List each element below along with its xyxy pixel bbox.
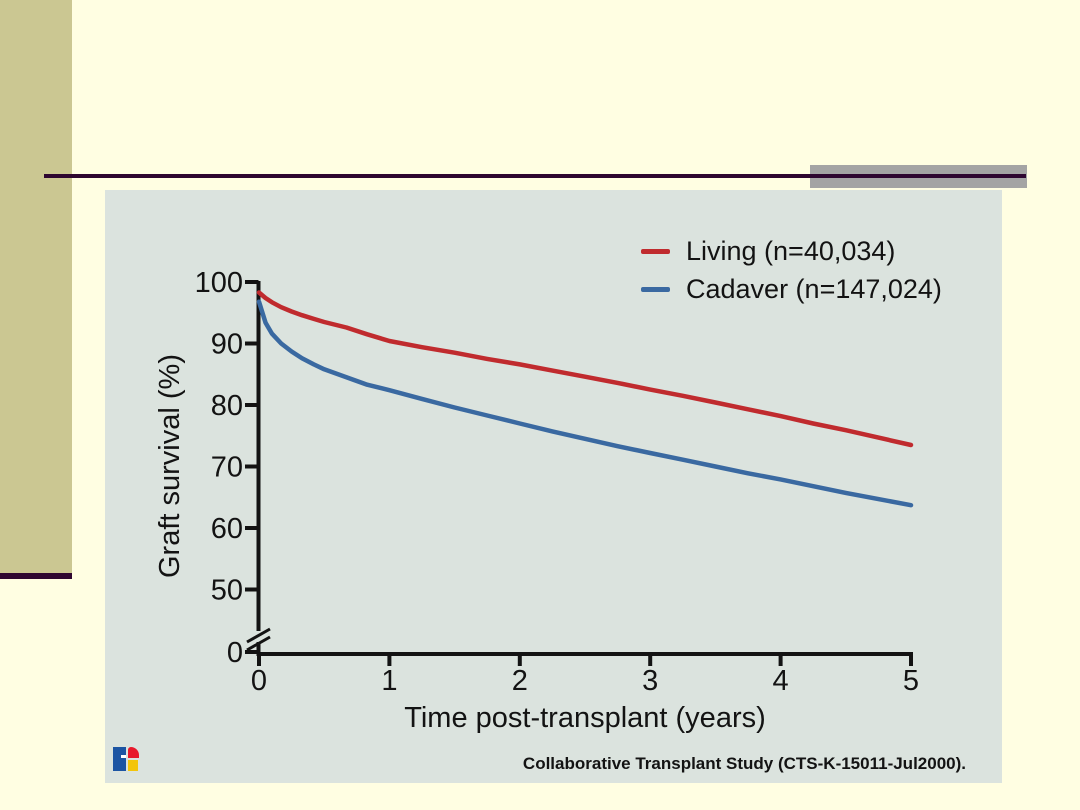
x-tick-label: 0 [251, 665, 267, 697]
y-tick-label: 50 [211, 575, 243, 607]
chart-legend: Living (n=40,034) Cadaver (n=147,024) [641, 234, 942, 306]
publisher-logo-icon [113, 747, 140, 771]
x-tick-label: 5 [903, 665, 919, 697]
y-tick-label: 90 [211, 329, 243, 361]
chart-svg: 0 1 2 3 4 5 100 90 80 70 60 50 0 [195, 267, 919, 697]
cadaver-line-swatch-icon [641, 286, 670, 292]
x-tick-label: 2 [512, 665, 528, 697]
living-line-swatch-icon [641, 248, 670, 254]
logo-blue-block [113, 747, 126, 771]
y-tick-label: 0 [227, 637, 243, 669]
legend-label-cadaver: Cadaver (n=147,024) [686, 273, 942, 304]
y-tick-label: 60 [211, 513, 243, 545]
y-tick-label: 100 [195, 267, 243, 299]
axis-tick-labels: 0 1 2 3 4 5 100 90 80 70 60 50 0 [195, 267, 919, 697]
slide-sidebar-band [0, 0, 72, 573]
legend-item-living: Living (n=40,034) [641, 234, 942, 268]
y-tick-label: 70 [211, 452, 243, 484]
x-tick-label: 3 [642, 665, 658, 697]
logo-red-block [128, 747, 139, 758]
source-attribution: Collaborative Transplant Study (CTS-K-15… [522, 754, 966, 773]
logo-white-notch [121, 755, 126, 758]
legend-item-cadaver: Cadaver (n=147,024) [641, 272, 942, 306]
y-axis-break-icon [246, 627, 271, 652]
slide-horizontal-rule [44, 174, 1026, 178]
y-tick-label: 80 [211, 390, 243, 422]
chart-panel: Living (n=40,034) Cadaver (n=147,024) Gr… [105, 190, 1002, 783]
slide-sidebar-bottom-bar [0, 573, 72, 579]
logo-yellow-block [128, 760, 138, 771]
curve-cadaver [256, 299, 914, 508]
x-tick-label: 1 [381, 665, 397, 697]
legend-label-living: Living (n=40,034) [686, 235, 896, 266]
survival-curves [256, 290, 914, 508]
x-tick-label: 4 [773, 665, 789, 697]
axis-ticks [245, 280, 913, 666]
curve-living [256, 290, 914, 448]
x-axis-title: Time post-transplant (years) [404, 702, 766, 734]
